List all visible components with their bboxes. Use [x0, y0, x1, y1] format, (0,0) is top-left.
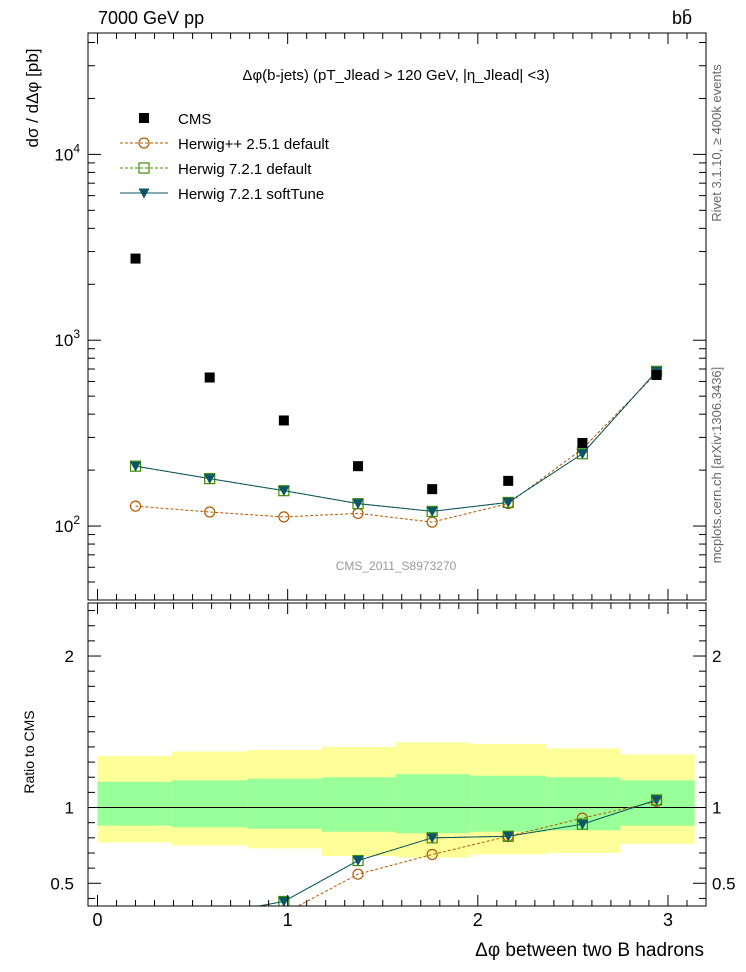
x-tick-label: 2 — [473, 910, 483, 930]
herwig-2-5-1-default-point — [204, 506, 216, 518]
rivet-label: Rivet 3.1.10, ≥ 400k events — [709, 64, 724, 222]
herwig-7-2-1-softtune-point — [352, 499, 364, 510]
main-plot-series — [129, 253, 663, 528]
x-tick-label: 0 — [92, 910, 102, 930]
main-y-axis-label: dσ / dΔφ [pb] — [23, 48, 42, 147]
herwig-7-2-1-softtune-line — [135, 371, 657, 512]
mcplots-label: mcplots.cern.ch [arXiv:1306.3436] — [709, 367, 724, 564]
herwig-7-2-1-softtune-ratio-point — [502, 831, 514, 842]
cms-point — [353, 461, 364, 472]
herwig-7-2-1-softtune-point — [426, 506, 438, 517]
herwig-2-5-1-default-point — [278, 511, 290, 523]
herwig-7-2-1-softtune-point — [278, 486, 290, 497]
ratio-y-tick-label-right: 2 — [712, 647, 721, 666]
y-tick-label: 103 — [54, 327, 80, 350]
cms-point — [651, 369, 662, 380]
ratio-y-tick-label: 2 — [65, 647, 74, 666]
band-green — [171, 780, 248, 828]
ratio-y-tick-label: 0.5 — [50, 874, 74, 893]
herwig-7-2-1-softtune-point — [130, 461, 142, 472]
x-axis-label: Δφ between two B hadrons — [475, 940, 704, 961]
herwig-2-5-1-default-ratio-point — [352, 868, 364, 880]
herwig-2-5-1-default-ratio-point — [426, 848, 438, 861]
y-tick-label: 104 — [54, 141, 80, 164]
plot-title: Δφ(b-jets) (pT_Jlead > 120 GeV, |η_Jlead… — [242, 67, 549, 84]
legend-marker — [139, 113, 149, 123]
ratio-plot-series — [130, 794, 663, 957]
analysis-id: CMS_2011_S8973270 — [336, 559, 457, 573]
herwig-7-2-1-softtune-ratio-point — [204, 911, 215, 921]
herwig-7-2-1-softtune-point — [576, 449, 588, 460]
herwig-7-2-1-softtune-ratio-point — [426, 833, 438, 844]
herwig-2-5-1-default-point — [129, 500, 142, 512]
cms-point — [204, 372, 215, 383]
ratio-frame — [87, 602, 707, 907]
herwig-7-2-1-softtune-ratio-point — [130, 943, 141, 953]
legend-label: CMS — [178, 111, 211, 128]
legend-marker — [138, 188, 150, 199]
band-green — [321, 777, 397, 832]
ratio-y-tick-label: 1 — [65, 799, 74, 818]
band-green — [97, 781, 172, 826]
herwig-2-5-1-default-ratio-point — [131, 947, 141, 957]
herwig-7-2-1-softtune-ratio-point — [576, 819, 588, 830]
band-green — [470, 775, 547, 832]
cms-point — [577, 437, 588, 448]
herwig-7-2-1-softtune-point — [204, 474, 216, 485]
herwig-7-2-1-softtune-point — [502, 497, 514, 508]
legend-label: Herwig++ 2.5.1 default — [178, 136, 330, 153]
cms-point — [427, 484, 438, 495]
ratio-uncertainty-bands — [88, 742, 706, 858]
ratio-y-tick-label-right: 0.5 — [712, 874, 736, 893]
herwig-2-5-1-default-point — [426, 516, 438, 528]
legend-marker — [138, 162, 150, 174]
herwig-7-2-1-softtune-ratio-point — [352, 856, 364, 867]
herwig-7-2-1-default-ratio-point — [205, 910, 215, 920]
main-frame — [87, 32, 707, 601]
legend-label: Herwig 7.2.1 softTune — [178, 186, 324, 203]
ratio-y-tick-label-right: 1 — [712, 799, 721, 818]
x-tick-label: 1 — [283, 910, 293, 930]
herwig-2-5-1-default-line — [135, 372, 657, 523]
legend: CMS Herwig++ 2.5.1 default Herwig 7.2.1 de… — [120, 111, 330, 203]
herwig-7-2-1-softtune-ratio-line — [256, 799, 657, 906]
legend-label: Herwig 7.2.1 default — [178, 161, 312, 178]
cms-point — [278, 415, 289, 426]
band-green — [247, 778, 322, 829]
ratio-y-axis-label: Ratio to CMS — [21, 710, 37, 793]
y-tick-label: 102 — [54, 513, 80, 536]
energy-label: 7000 GeV pp — [98, 8, 204, 28]
herwig-2-5-1-default-ratio-line — [297, 800, 657, 906]
cms-point — [503, 475, 514, 486]
herwig-7-2-1-softtune-ratio-point — [278, 896, 290, 906]
herwig-2-5-1-default-ratio-point — [205, 925, 215, 935]
herwig-7-2-1-default-ratio-point — [131, 943, 141, 953]
process-label: bb̄ — [672, 8, 692, 28]
herwig-7-2-1-default-ratio-point — [278, 895, 290, 906]
legend-marker — [138, 137, 150, 149]
band-green — [396, 774, 471, 834]
herwig-7-2-1-softtune-ratio-point — [651, 795, 663, 806]
cms-point — [130, 253, 141, 264]
x-tick-label: 3 — [663, 910, 673, 930]
